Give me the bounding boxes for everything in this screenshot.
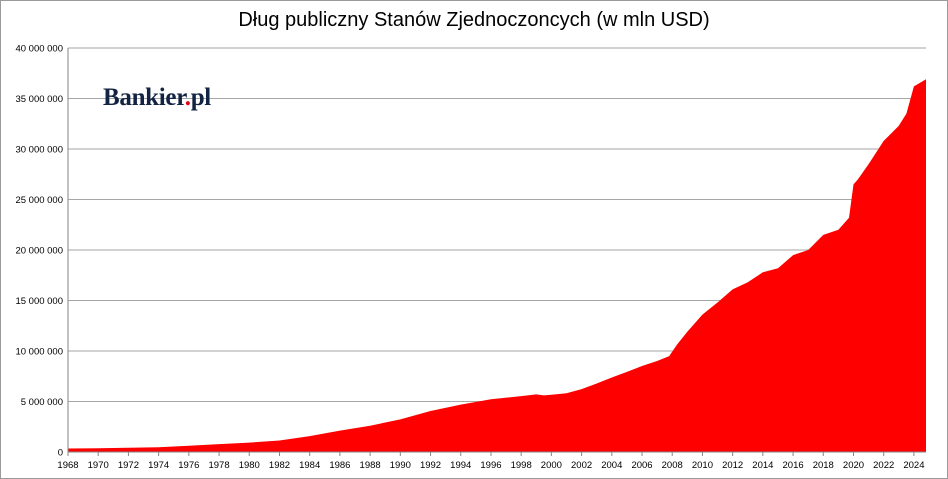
x-tick-label: 1974 (148, 460, 169, 471)
x-tick-label: 2016 (783, 460, 804, 471)
logo-dot: . (184, 84, 191, 111)
logo-suffix: pl (190, 84, 212, 111)
x-tick-label: 1984 (299, 460, 320, 471)
x-tick-label: 1982 (269, 460, 290, 471)
x-tick-label: 2014 (752, 460, 773, 471)
x-tick-label: 1972 (118, 460, 139, 471)
x-tick-label: 1998 (511, 460, 532, 471)
x-tick-label: 2024 (903, 460, 924, 471)
x-tick-label: 2006 (631, 460, 652, 471)
x-tick-label: 2008 (662, 460, 683, 471)
y-tick-label: 35 000 000 (15, 94, 63, 105)
x-tick-label: 1992 (420, 460, 441, 471)
x-tick-label: 1986 (329, 460, 350, 471)
y-axis: 0 5 000 000 10 000 000 15 000 000 20 000 000… (15, 44, 69, 459)
x-tick-label: 1990 (390, 460, 411, 471)
y-tick-label: 5 000 000 (21, 397, 63, 408)
x-tick-label: 1994 (450, 460, 471, 471)
y-tick-label: 40 000 000 (15, 44, 63, 55)
x-tick-label: 1970 (88, 460, 109, 471)
x-tick-label: 1978 (208, 460, 229, 471)
x-tick-label: 1968 (57, 460, 78, 471)
y-tick-label: 25 000 000 (15, 195, 63, 206)
x-tick-label: 1996 (480, 460, 501, 471)
area-series (68, 79, 926, 453)
y-tick-label: 10 000 000 (15, 347, 63, 358)
x-tick-label: 2004 (601, 460, 622, 471)
y-tick-label: 20 000 000 (15, 246, 63, 257)
x-axis: 1968 1970 1972 1974 1976 1978 1980 1982 1984 1986… (57, 451, 926, 471)
logo-brand: Bankier (103, 84, 185, 111)
x-tick-label: 2010 (692, 460, 713, 471)
x-tick-label: 2018 (813, 460, 834, 471)
x-tick-label: 2000 (541, 460, 562, 471)
chart-title: Dług publiczny Stanów Zjednoczoncych (w … (238, 9, 710, 31)
x-tick-label: 2012 (722, 460, 743, 471)
x-tick-label: 1976 (178, 460, 199, 471)
bankier-logo: Bankier.pl (103, 84, 211, 112)
y-tick-label: 0 (58, 448, 63, 459)
x-tick-label: 2020 (843, 460, 864, 471)
y-tick-label: 15 000 000 (15, 296, 63, 307)
x-tick-label: 2002 (571, 460, 592, 471)
x-tick-label: 2022 (873, 460, 894, 471)
y-tick-label: 30 000 000 (15, 145, 63, 156)
x-tick-label: 1980 (239, 460, 260, 471)
debt-area (68, 79, 926, 453)
x-tick-label: 1988 (360, 460, 381, 471)
